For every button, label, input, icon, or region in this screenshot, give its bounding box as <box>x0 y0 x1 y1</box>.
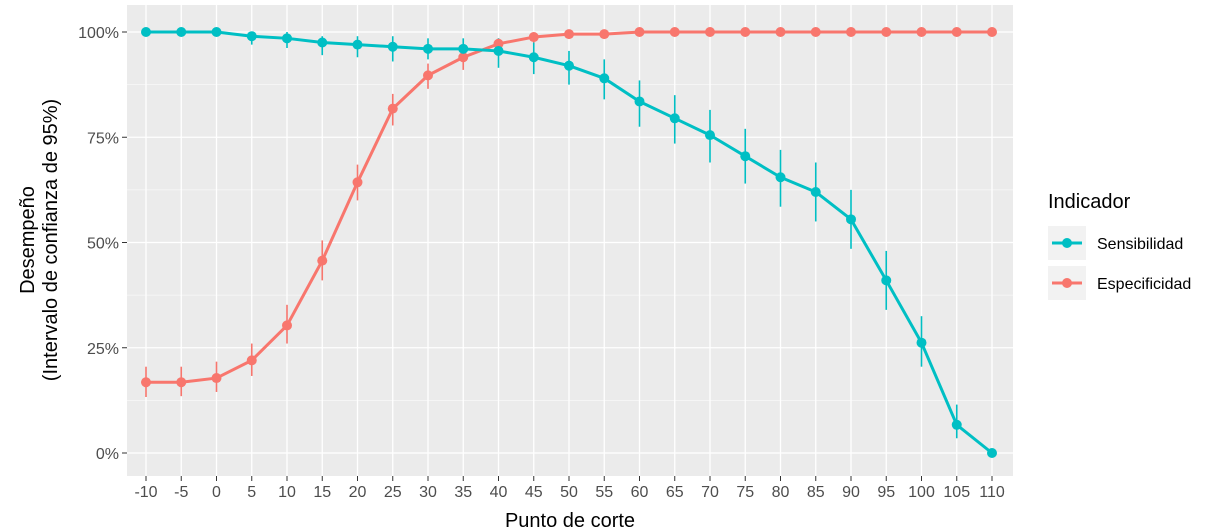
legend-key-point <box>1062 238 1072 248</box>
x-tick-label: 5 <box>247 484 256 501</box>
x-tick-label: 90 <box>842 484 860 501</box>
data-point <box>775 172 786 183</box>
x-axis: -10 -5 0 5 10 15 20 25 30 35 40 45 50 55 60 65 70 75 80 85 9… <box>134 476 1005 501</box>
x-tick-label: 10 <box>278 484 296 501</box>
data-point <box>352 177 363 188</box>
x-tick-label: 100 <box>908 484 935 501</box>
data-point <box>881 27 892 37</box>
data-point <box>775 27 786 37</box>
x-tick-label: 45 <box>525 484 543 501</box>
data-point <box>705 130 715 141</box>
legend-title: Indicador <box>1048 191 1131 213</box>
y-axis-title-line2: (Intervalo de confianza de 95%) <box>40 99 62 381</box>
data-point <box>669 27 680 37</box>
data-point <box>564 29 574 40</box>
data-point <box>176 27 187 37</box>
data-point <box>881 275 892 286</box>
data-point <box>423 43 433 54</box>
data-point <box>317 37 328 48</box>
data-point <box>282 33 292 44</box>
data-point <box>211 373 222 384</box>
data-point <box>246 31 257 42</box>
data-point <box>669 113 680 124</box>
data-point <box>740 151 751 162</box>
legend-label: Especificidad <box>1097 276 1191 293</box>
data-point <box>846 214 856 225</box>
data-point <box>705 27 715 37</box>
data-point <box>599 73 610 84</box>
x-tick-label: 40 <box>490 484 508 501</box>
grid-minor <box>127 84 1013 401</box>
data-point <box>246 355 257 366</box>
data-point <box>846 27 856 37</box>
data-point <box>352 39 363 50</box>
x-tick-label: 50 <box>560 484 578 501</box>
y-tick-label: 50% <box>87 236 119 253</box>
data-point <box>211 27 222 37</box>
data-point <box>528 32 539 43</box>
legend-label: Sensibilidad <box>1097 236 1183 253</box>
data-point <box>987 27 997 37</box>
y-axis-title-line1: Desempeño <box>17 186 39 294</box>
x-tick-label: 80 <box>772 484 790 501</box>
data-point <box>634 27 645 37</box>
y-tick-label: 0% <box>96 446 119 463</box>
data-point <box>634 96 645 107</box>
data-point <box>141 377 151 388</box>
y-axis: 0% 25% 50% 75% 100% <box>78 25 127 463</box>
x-tick-label: 95 <box>877 484 895 501</box>
x-tick-label: 105 <box>943 484 970 501</box>
data-point <box>493 38 504 49</box>
data-point <box>176 377 187 388</box>
x-tick-label: 30 <box>419 484 437 501</box>
data-point <box>458 43 469 54</box>
data-point <box>740 27 751 37</box>
x-tick-label: 20 <box>349 484 367 501</box>
x-axis-title: Punto de corte <box>505 510 635 532</box>
grid-major <box>127 5 1013 476</box>
data-point <box>916 337 927 348</box>
data-point <box>282 320 292 331</box>
x-tick-label: 15 <box>313 484 331 501</box>
x-tick-label: -5 <box>174 484 188 501</box>
legend-key-point <box>1062 278 1072 288</box>
data-point <box>528 52 539 63</box>
data-point <box>458 52 469 63</box>
data-point <box>317 255 328 266</box>
x-tick-label: 55 <box>595 484 613 501</box>
data-point <box>564 60 574 71</box>
series-points <box>141 27 997 458</box>
data-point <box>916 27 927 37</box>
x-tick-label: 75 <box>736 484 754 501</box>
x-tick-label: 110 <box>979 484 1005 501</box>
data-point <box>810 27 821 37</box>
data-point <box>987 448 997 458</box>
x-tick-label: 70 <box>701 484 719 501</box>
data-point <box>599 29 610 40</box>
data-point <box>951 419 962 430</box>
data-point <box>423 70 433 81</box>
x-tick-label: 60 <box>631 484 649 501</box>
legend: Indicador Sensibilidad Especificidad <box>1048 191 1191 300</box>
x-tick-label: -10 <box>134 484 157 501</box>
data-point <box>951 27 962 37</box>
plot-panel <box>127 5 1013 476</box>
data-point <box>387 103 398 114</box>
legend-keys: Sensibilidad Especificidad <box>1048 226 1191 300</box>
data-point <box>810 186 821 197</box>
data-point <box>493 45 504 56</box>
x-tick-label: 35 <box>454 484 472 501</box>
data-point <box>387 41 398 52</box>
y-tick-label: 100% <box>78 25 119 42</box>
x-tick-label: 25 <box>384 484 402 501</box>
x-tick-label: 0 <box>212 484 221 501</box>
data-point <box>141 27 151 37</box>
y-tick-label: 75% <box>87 130 119 147</box>
y-tick-label: 25% <box>87 341 119 358</box>
x-tick-label: 65 <box>666 484 684 501</box>
x-tick-label: 85 <box>807 484 825 501</box>
